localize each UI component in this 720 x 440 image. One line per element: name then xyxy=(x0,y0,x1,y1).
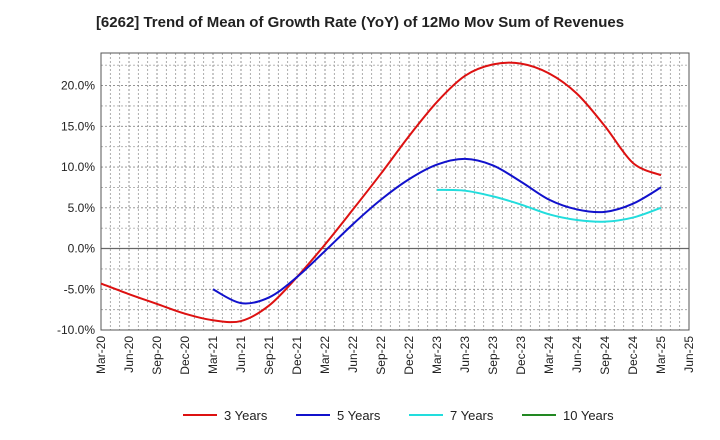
x-tick-label: Mar-20 xyxy=(94,336,108,374)
x-tick-label: Sep-21 xyxy=(262,336,276,375)
x-tick-label: Sep-20 xyxy=(150,336,164,375)
y-tick-label: 10.0% xyxy=(61,160,95,174)
x-tick-label: Sep-22 xyxy=(374,336,388,375)
series-line-7-years xyxy=(436,188,662,223)
x-tick-label: Mar-22 xyxy=(318,336,332,374)
y-tick-label: -5.0% xyxy=(64,282,96,296)
y-tick-label: 20.0% xyxy=(61,79,95,93)
y-tick-label: -10.0% xyxy=(57,323,95,337)
plot-area xyxy=(101,53,689,330)
x-tick-label: Dec-22 xyxy=(402,336,416,375)
x-tick-label: Dec-20 xyxy=(178,336,192,375)
x-tick-label: Jun-23 xyxy=(458,336,472,373)
y-tick-label: 15.0% xyxy=(61,119,95,133)
x-tick-label: Dec-21 xyxy=(290,336,304,375)
x-tick-label: Mar-21 xyxy=(206,336,220,374)
x-tick-label: Jun-20 xyxy=(122,336,136,373)
legend-label-10-years: 10 Years xyxy=(563,408,614,423)
y-tick-label: 0.0% xyxy=(68,242,96,256)
x-tick-label: Jun-22 xyxy=(346,336,360,373)
legend-label-3-years: 3 Years xyxy=(224,408,268,423)
x-tick-label: Mar-23 xyxy=(430,336,444,374)
x-tick-label: Sep-23 xyxy=(486,336,500,375)
series-line-5-years xyxy=(212,157,662,305)
chart-title: [6262] Trend of Mean of Growth Rate (YoY… xyxy=(95,14,625,31)
legend-label-5-years: 5 Years xyxy=(337,408,381,423)
legend-label-7-years: 7 Years xyxy=(450,408,494,423)
x-tick-label: Jun-21 xyxy=(234,336,248,373)
series-line-3-years xyxy=(100,61,662,324)
x-tick-label: Dec-23 xyxy=(514,336,528,375)
x-tick-label: Jun-24 xyxy=(570,336,584,373)
y-tick-label: 5.0% xyxy=(68,201,96,215)
x-tick-label: Mar-24 xyxy=(542,336,556,374)
x-tick-label: Mar-25 xyxy=(654,336,668,374)
plot-border xyxy=(100,52,690,331)
x-tick-label: Sep-24 xyxy=(598,336,612,375)
x-tick-label: Dec-24 xyxy=(626,336,640,375)
x-tick-label: Jun-25 xyxy=(682,336,696,373)
